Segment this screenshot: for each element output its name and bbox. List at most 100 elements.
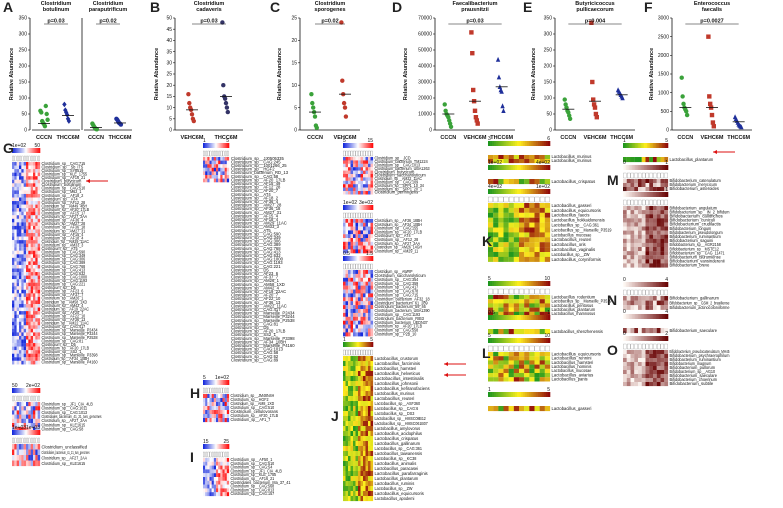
- color-scale-cell: [206, 143, 208, 148]
- heatmap-cell: [519, 242, 525, 248]
- heatmap-cell: [508, 360, 514, 365]
- color-scale-cell: [533, 165, 536, 170]
- heatmap-cell: [16, 250, 20, 255]
- heatmap-cell: [358, 332, 361, 337]
- row-label: Lactobacillus_parafarraginis: [375, 471, 428, 476]
- heatmap-cell: [37, 218, 41, 223]
- heatmap-cell: [653, 251, 657, 256]
- color-scale-cell: [209, 380, 211, 385]
- heatmap-cell: [488, 356, 494, 361]
- heatmap-cell: [350, 441, 354, 447]
- heatmap-cell: [534, 360, 540, 365]
- heatmap-cell: [12, 314, 15, 319]
- color-scale-cell: [359, 256, 361, 261]
- heatmap-cell: [213, 171, 217, 176]
- heatmap-cell: [370, 381, 374, 387]
- chart-title: botulinum: [43, 7, 70, 13]
- row-label: Clostridium_sp__AF20_17LB: [375, 229, 423, 234]
- heatmap-cell: [638, 179, 642, 184]
- row-label: Clostridium_sp__AM26_1: [42, 296, 84, 301]
- data-point: [39, 110, 44, 115]
- heatmap-cell: [664, 187, 669, 192]
- heatmap-cell: [213, 414, 217, 419]
- heatmap-cell: [355, 371, 359, 377]
- heatmap-cell: [28, 165, 31, 170]
- heatmap-cell: [363, 305, 366, 310]
- data-point: [470, 51, 475, 56]
- row-label: Clostridium_unclassified: [42, 444, 88, 449]
- heatmap-cell: [348, 496, 351, 502]
- heatmap-cell: [656, 370, 661, 375]
- heatmap-cell: [358, 219, 361, 223]
- heatmap-cell: [363, 170, 366, 175]
- heatmap-cell: [355, 376, 359, 382]
- heatmap-cell: [350, 436, 354, 442]
- heatmap-cell: [649, 251, 654, 256]
- heatmap-cell: [37, 402, 41, 407]
- heatmap-cell: [30, 343, 34, 347]
- heatmap-cell: [345, 249, 349, 254]
- heatmap-cell: [638, 218, 642, 223]
- heatmap-cell: [626, 374, 631, 379]
- heatmap-cell: [222, 406, 225, 411]
- heatmap-cell: [503, 373, 509, 378]
- heatmap-cell: [35, 304, 38, 308]
- heatmap-cell: [641, 300, 646, 306]
- heatmap-cell: [26, 427, 29, 432]
- heatmap-cell: [513, 307, 520, 312]
- heatmap-cell: [623, 378, 627, 383]
- heatmap-cell: [19, 215, 22, 219]
- heatmap-cell: [12, 225, 15, 230]
- heatmap-cell: [12, 254, 15, 258]
- heatmap-cell: [368, 446, 371, 452]
- heatmap-cell: [634, 300, 639, 306]
- heatmap-cell: [35, 328, 38, 333]
- heatmap-cell: [363, 401, 366, 407]
- heatmap-cell: [33, 339, 36, 344]
- heatmap-cell: [544, 364, 551, 369]
- heatmap-cell: [350, 332, 354, 337]
- heatmap-cell: [348, 328, 351, 333]
- heatmap-cell: [12, 165, 15, 170]
- column-header-cell: [218, 387, 221, 394]
- heatmap-cell: [37, 165, 41, 170]
- heatmap-cell: [21, 328, 24, 333]
- heatmap-cell: [649, 187, 654, 192]
- heatmap-cell: [649, 255, 654, 260]
- y-tick-label: 30000: [418, 80, 432, 86]
- heatmap-cell: [21, 176, 24, 180]
- color-scale-cell: [216, 444, 218, 449]
- heatmap-cell: [28, 449, 31, 456]
- row-label: Clostridium_sp__AF20_17LB: [231, 177, 286, 182]
- heatmap-cell: [645, 366, 650, 371]
- y-tick-label: 0: [429, 128, 432, 134]
- heatmap-cell: [350, 297, 354, 302]
- column-header-cell: [33, 155, 36, 162]
- heatmap-cell: [12, 250, 15, 255]
- color-scale-cell: [494, 165, 497, 170]
- heatmap-cell: [358, 241, 361, 246]
- heatmap-cell: [220, 394, 223, 399]
- y-tick-label: 0: [169, 128, 172, 134]
- heatmap-cell: [368, 476, 371, 482]
- data-point: [594, 115, 599, 120]
- heatmap-cell: [623, 218, 627, 223]
- color-scale-cell: [535, 315, 538, 320]
- heatmap-cell: [21, 204, 24, 209]
- heatmap-cell: [30, 222, 34, 226]
- heatmap-cell: [12, 455, 15, 461]
- color-scale-cell: [623, 143, 625, 148]
- data-point: [222, 96, 228, 101]
- heatmap-cell: [358, 476, 361, 482]
- heatmap-cell: [350, 230, 354, 235]
- color-scale-cell: [662, 192, 664, 197]
- color-scale-cell: [370, 205, 372, 210]
- color-scale-cell: [525, 165, 528, 170]
- heatmap-cell: [30, 172, 34, 177]
- row-label: Clostridium_sp__CAG:632: [231, 253, 281, 258]
- row-label: Clostridium_sp__AF37_7: [42, 292, 84, 297]
- heatmap-cell: [345, 396, 349, 402]
- heatmap-cell: [634, 382, 639, 387]
- color-scale-cell: [547, 165, 551, 170]
- heatmap-cell: [28, 304, 31, 308]
